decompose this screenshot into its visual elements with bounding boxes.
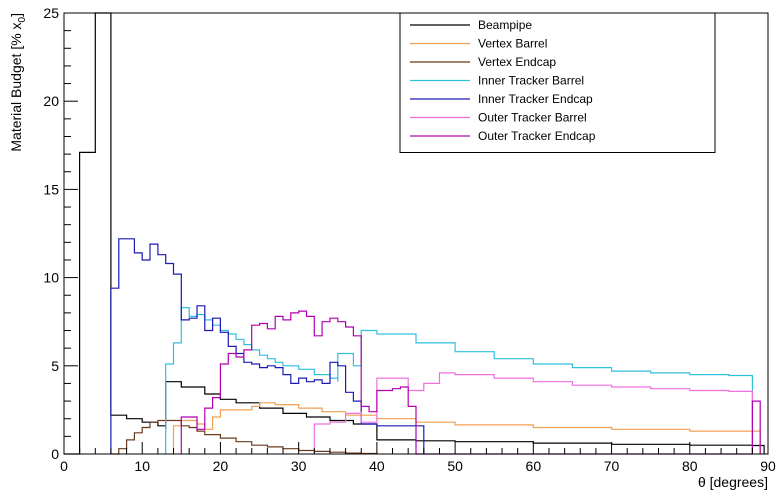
legend-label-inner-tracker-barrel: Inner Tracker Barrel xyxy=(478,74,584,88)
x-tick-label: 20 xyxy=(213,458,229,474)
y-tick-label: 15 xyxy=(43,181,59,197)
legend-label-vertex-barrel: Vertex Barrel xyxy=(478,37,547,51)
legend: Beampipe Vertex Barrel Vertex Endcap Inner … xyxy=(399,12,716,153)
x-tick-label: 0 xyxy=(60,458,68,474)
y-axis: 0 5 10 15 20 25 xyxy=(43,5,78,462)
y-axis-label-close: ] xyxy=(8,13,24,17)
x-tick-label: 90 xyxy=(760,458,776,474)
legend-label-beampipe: Beampipe xyxy=(478,18,532,32)
y-axis-label-main: Material Budget [% x xyxy=(8,22,24,151)
x-tick-label: 50 xyxy=(447,458,463,474)
x-axis-label: θ [degrees] xyxy=(698,474,768,490)
x-axis: 0 10 20 30 40 50 60 70 80 90 xyxy=(60,442,776,474)
series-line-outer-tracker-endcap xyxy=(180,310,761,455)
y-axis-label: Material Budget [% x0] xyxy=(8,13,28,152)
series-line-outer-tracker-barrel xyxy=(313,372,753,454)
x-tick-label: 10 xyxy=(134,458,150,474)
x-tick-label: 40 xyxy=(369,458,385,474)
x-tick-label: 30 xyxy=(291,458,307,474)
x-tick-label: 80 xyxy=(682,458,698,474)
legend-label-outer-tracker-endcap: Outer Tracker Endcap xyxy=(478,129,596,143)
x-tick-label: 60 xyxy=(526,458,542,474)
y-tick-label: 0 xyxy=(51,446,59,462)
legend-label-outer-tracker-barrel: Outer Tracker Barrel xyxy=(478,111,587,125)
series-line-vertex-barrel xyxy=(172,402,761,454)
legend-box xyxy=(399,12,716,153)
series-line-inner-tracker-barrel xyxy=(165,307,753,454)
y-tick-label: 25 xyxy=(43,5,59,21)
legend-label-vertex-endcap: Vertex Endcap xyxy=(478,55,556,69)
x-tick-label: 70 xyxy=(604,458,620,474)
series-line-inner-tracker-endcap xyxy=(110,238,425,454)
y-tick-label: 10 xyxy=(43,270,59,286)
legend-label-inner-tracker-endcap: Inner Tracker Endcap xyxy=(478,92,593,106)
y-axis-label-subscript: 0 xyxy=(17,16,28,22)
series-line-vertex-endcap xyxy=(110,419,378,455)
y-tick-label: 20 xyxy=(43,93,59,109)
y-tick-label: 5 xyxy=(51,358,59,374)
